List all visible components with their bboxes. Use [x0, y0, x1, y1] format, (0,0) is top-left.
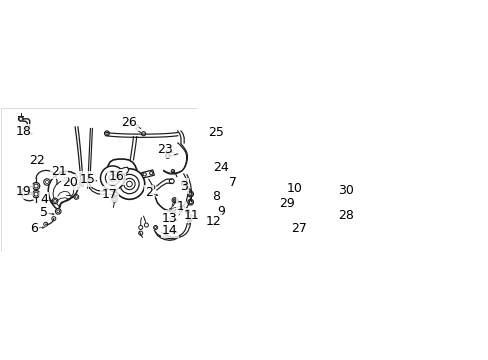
Circle shape	[100, 166, 124, 190]
Text: 1: 1	[177, 200, 184, 213]
Text: 22: 22	[29, 154, 45, 167]
Circle shape	[169, 179, 174, 184]
Circle shape	[165, 153, 170, 158]
Circle shape	[113, 179, 119, 185]
Text: 25: 25	[207, 126, 224, 139]
Text: 30: 30	[337, 184, 353, 197]
Text: 28: 28	[337, 209, 353, 222]
Text: 2: 2	[144, 186, 152, 199]
Circle shape	[153, 225, 157, 229]
Circle shape	[104, 131, 109, 136]
Circle shape	[32, 183, 40, 190]
Circle shape	[139, 231, 142, 235]
Circle shape	[149, 172, 152, 175]
Text: 9: 9	[217, 205, 224, 218]
Polygon shape	[48, 171, 79, 211]
Circle shape	[171, 170, 174, 173]
Text: 7: 7	[229, 176, 237, 189]
Circle shape	[185, 210, 189, 213]
Text: 21: 21	[51, 165, 67, 177]
Circle shape	[54, 184, 60, 190]
Circle shape	[114, 169, 144, 199]
Polygon shape	[118, 167, 128, 174]
Polygon shape	[105, 159, 137, 193]
Text: 16: 16	[108, 170, 124, 183]
Text: 24: 24	[213, 161, 228, 174]
Text: 10: 10	[286, 183, 302, 195]
Circle shape	[43, 179, 50, 185]
Circle shape	[174, 199, 178, 203]
Text: 4: 4	[40, 193, 48, 206]
Text: 15: 15	[79, 173, 95, 186]
Text: 6: 6	[30, 222, 38, 235]
Circle shape	[32, 190, 40, 198]
Circle shape	[112, 197, 117, 202]
Circle shape	[144, 223, 148, 227]
Text: 29: 29	[279, 197, 294, 210]
Circle shape	[141, 132, 145, 136]
Circle shape	[74, 194, 79, 199]
Text: 11: 11	[183, 209, 199, 222]
Text: 18: 18	[16, 125, 32, 138]
Text: 8: 8	[211, 190, 220, 203]
Circle shape	[150, 185, 155, 189]
Text: 23: 23	[157, 143, 172, 156]
Text: 12: 12	[205, 215, 221, 228]
Circle shape	[187, 199, 193, 205]
Text: 14: 14	[162, 224, 177, 237]
Circle shape	[52, 217, 56, 221]
Text: 5: 5	[40, 207, 48, 220]
Text: 3: 3	[180, 180, 187, 193]
Circle shape	[180, 205, 184, 210]
Circle shape	[19, 116, 23, 121]
Text: 17: 17	[101, 188, 117, 201]
Circle shape	[52, 198, 58, 204]
Text: 26: 26	[122, 116, 137, 129]
Circle shape	[143, 173, 146, 176]
Circle shape	[43, 222, 48, 226]
Circle shape	[172, 198, 177, 203]
Circle shape	[181, 181, 186, 186]
Circle shape	[187, 191, 193, 197]
Text: 13: 13	[162, 212, 177, 225]
Text: 27: 27	[291, 222, 306, 235]
Polygon shape	[141, 170, 154, 178]
Text: 20: 20	[62, 176, 78, 189]
Circle shape	[55, 208, 61, 214]
Text: 19: 19	[16, 185, 32, 198]
Circle shape	[187, 218, 191, 222]
Circle shape	[139, 225, 142, 229]
